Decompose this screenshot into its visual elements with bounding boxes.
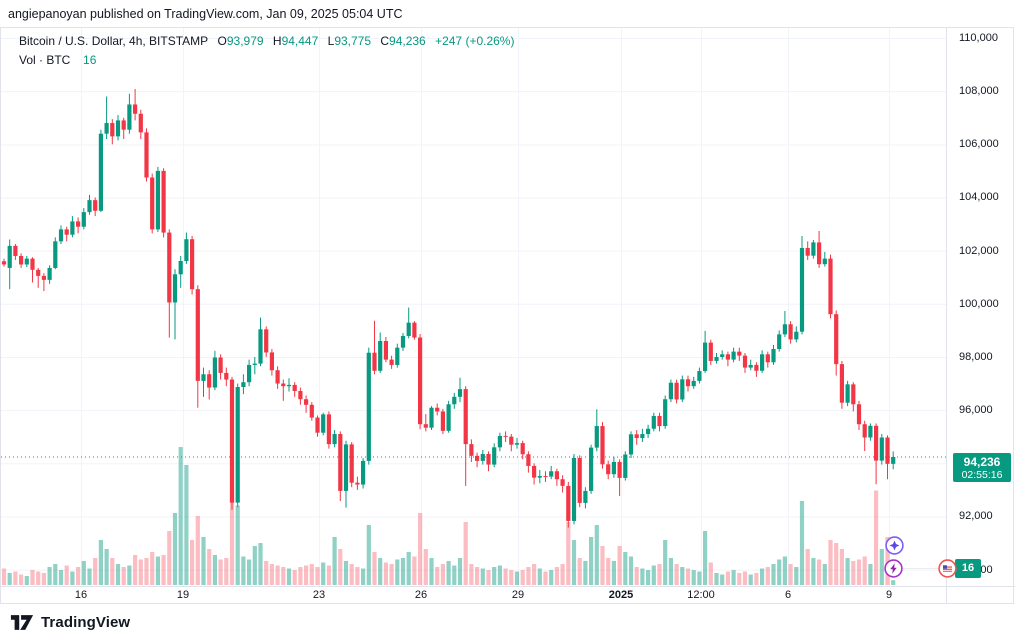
x-axis-label: 9 [885,589,893,601]
y-axis-label: 110,000 [959,32,998,44]
x-axis-label: 29 [511,589,525,601]
y-axis-label: 100,000 [959,297,999,310]
last-price-badge: 94,236 02:55:16 [953,453,1011,482]
volume-axis-badge: 16 [955,559,981,578]
open-value: 93,979 [226,34,264,48]
y-axis-label: 102,000 [959,244,999,257]
y-axis-label: 96,000 [959,404,993,417]
last-price-value: 94,236 [963,455,1001,469]
symbol-title[interactable]: Bitcoin / U.S. Dollar, 4h, BITSTAMP [19,34,209,48]
symbol-header: Bitcoin / U.S. Dollar, 4h, BITSTAMP O93,… [19,32,514,70]
tradingview-logo-icon [10,615,34,630]
high-value: 94,447 [281,34,319,48]
y-axis-label: 104,000 [959,191,999,204]
x-axis-label: 26 [414,589,428,601]
sparkle-icon[interactable] [885,536,904,555]
x-axis-label: 23 [312,589,326,601]
x-axis-label: 2025 [608,589,634,601]
y-axis-label: 92,000 [959,510,993,523]
tradingview-brand-text: TradingView [41,614,131,631]
divider-line [903,568,939,569]
chart-panel[interactable]: Bitcoin / U.S. Dollar, 4h, BITSTAMP O93,… [0,27,1015,605]
us-flag-event-icon[interactable] [938,559,957,578]
volume-row: Vol · BTC 16 [19,51,514,70]
volume-value: 16 [83,53,97,67]
change-value: +247 (+0.26%) [435,34,515,48]
y-axis-label: 98,000 [959,350,993,363]
volume-label[interactable]: Vol · BTC [19,53,71,67]
x-axis-label: 6 [784,589,792,601]
close-label: C [380,34,390,48]
bar-countdown: 02:55:16 [961,469,1003,481]
grid-layer [1,28,946,586]
high-label: H [272,34,282,48]
volume-layer [1,447,896,585]
low-value: 93,775 [334,34,372,48]
candlestick-chart[interactable] [1,28,1015,605]
x-axis-label: 12:00 [687,589,715,601]
open-label: O [217,34,227,48]
tradingview-footer[interactable]: TradingView [10,612,130,633]
candles-layer [1,89,896,528]
x-axis-label: 16 [74,589,88,601]
close-value: 94,236 [389,34,426,48]
y-axis-label: 106,000 [959,138,999,151]
y-axis-label: 108,000 [959,85,999,98]
attribution-text: angiepanoyan published on TradingView.co… [8,7,403,21]
low-label: L [327,34,335,48]
lightning-icon[interactable] [884,559,903,578]
x-axis-label: 19 [176,589,190,601]
symbol-title-row: Bitcoin / U.S. Dollar, 4h, BITSTAMP O93,… [19,32,514,51]
